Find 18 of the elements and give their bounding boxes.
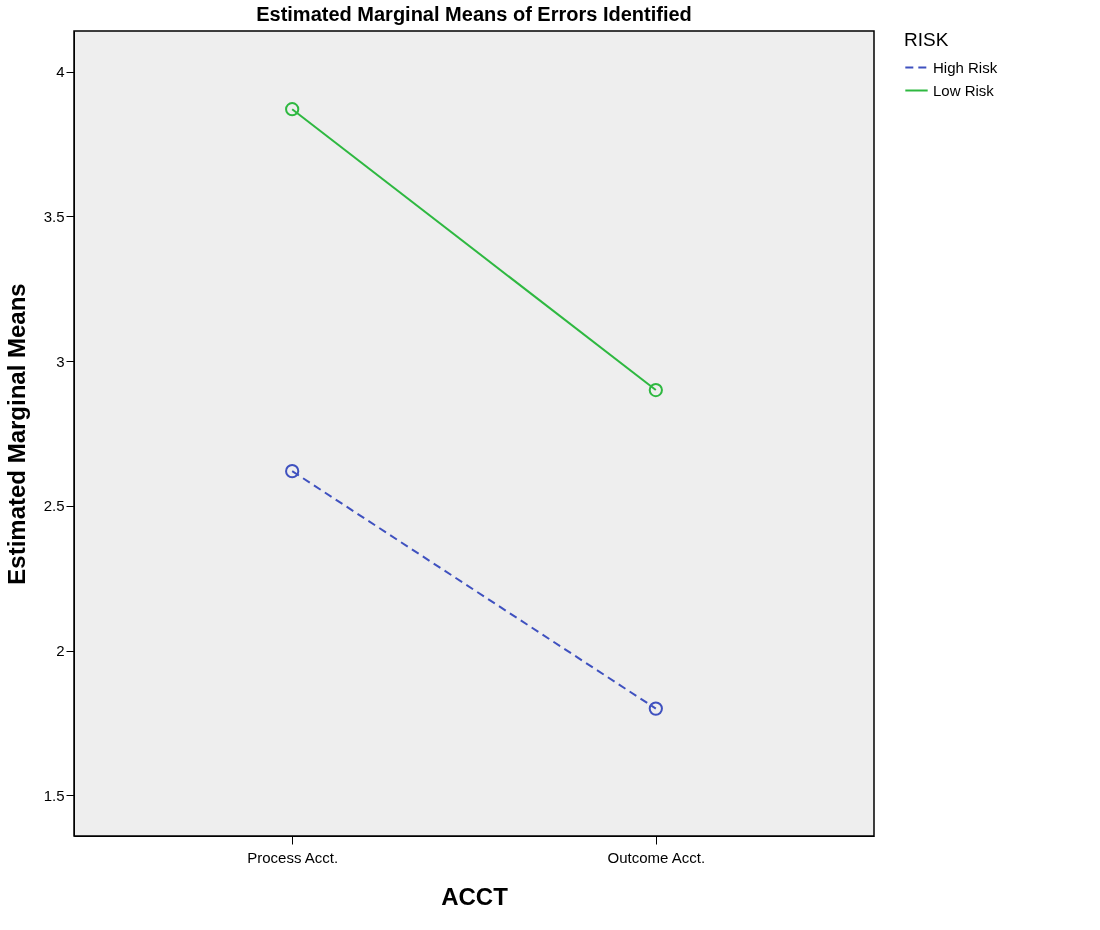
x-axis-title: ACCT bbox=[441, 882, 509, 910]
point bbox=[648, 701, 663, 716]
point bbox=[285, 102, 300, 117]
point bbox=[648, 382, 663, 398]
y-tick-label: 3.5 bbox=[43, 207, 65, 225]
chart-title: Estimated Marginal Means of Errors Identified bbox=[256, 3, 692, 25]
x-tick-label: Process Acct. bbox=[247, 848, 339, 866]
y-tick-label: 4 bbox=[56, 63, 65, 81]
legend-title: RISK bbox=[904, 29, 949, 50]
y-tick-label: 2 bbox=[56, 642, 65, 660]
y-tick-label: 1.5 bbox=[43, 786, 65, 804]
y-tick-label: 3 bbox=[56, 352, 65, 370]
y-axis-title: Estimated Marginal Means bbox=[2, 283, 30, 585]
x-tick-label: Outcome Acct. bbox=[607, 848, 706, 866]
point bbox=[285, 464, 300, 479]
y-tick-label: 2.5 bbox=[43, 497, 65, 515]
legend-label: High Risk bbox=[933, 58, 998, 76]
legend-label: Low Risk bbox=[933, 81, 995, 99]
